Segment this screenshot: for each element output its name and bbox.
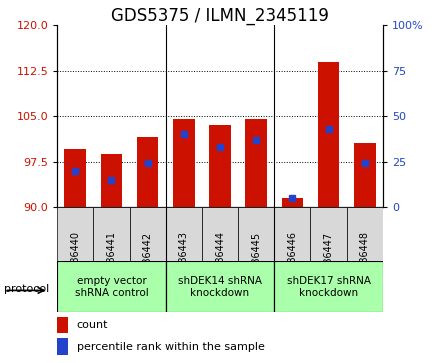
Text: GSM1486440: GSM1486440 — [70, 232, 80, 297]
Bar — [311, 207, 347, 261]
Bar — [347, 207, 383, 261]
Bar — [246, 119, 267, 207]
Bar — [209, 125, 231, 207]
Bar — [354, 143, 376, 207]
Bar — [57, 317, 68, 333]
Text: GSM1486444: GSM1486444 — [215, 232, 225, 297]
Bar — [57, 338, 68, 355]
Text: GSM1486443: GSM1486443 — [179, 232, 189, 297]
Bar — [137, 137, 158, 207]
Bar — [274, 261, 383, 312]
Text: GSM1486446: GSM1486446 — [287, 232, 297, 297]
Text: GSM1486448: GSM1486448 — [360, 232, 370, 297]
Text: shDEK14 shRNA
knockdown: shDEK14 shRNA knockdown — [178, 276, 262, 298]
Bar — [101, 154, 122, 207]
Bar — [166, 261, 274, 312]
Title: GDS5375 / ILMN_2345119: GDS5375 / ILMN_2345119 — [111, 7, 329, 25]
Text: percentile rank within the sample: percentile rank within the sample — [77, 342, 264, 352]
Bar — [318, 62, 339, 207]
Bar — [64, 150, 86, 207]
Bar — [173, 119, 194, 207]
Bar — [93, 207, 129, 261]
Text: GSM1486441: GSM1486441 — [106, 232, 117, 297]
Bar — [57, 207, 93, 261]
Bar — [166, 207, 202, 261]
Bar — [282, 198, 303, 207]
Text: count: count — [77, 321, 108, 330]
Text: empty vector
shRNA control: empty vector shRNA control — [75, 276, 148, 298]
Text: shDEK17 shRNA
knockdown: shDEK17 shRNA knockdown — [286, 276, 370, 298]
Text: GSM1486442: GSM1486442 — [143, 232, 153, 297]
Text: GSM1486447: GSM1486447 — [323, 232, 334, 297]
Text: GSM1486445: GSM1486445 — [251, 232, 261, 297]
Bar — [202, 207, 238, 261]
Bar — [129, 207, 166, 261]
Bar — [57, 261, 166, 312]
Bar — [238, 207, 274, 261]
Bar — [274, 207, 311, 261]
Text: protocol: protocol — [4, 284, 50, 294]
